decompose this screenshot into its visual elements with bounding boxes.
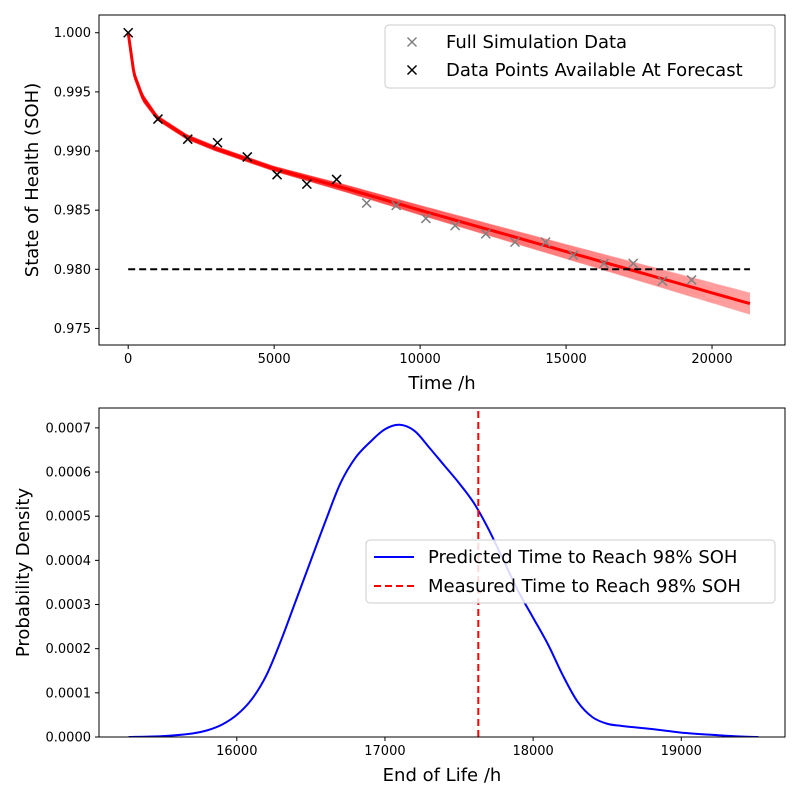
forecast-line (127, 32, 751, 314)
legend-entry-label: Measured Time to Reach 98% SOH (428, 576, 741, 597)
y-axis-label: Probability Density (13, 488, 34, 658)
forecast-line (127, 32, 751, 315)
y-axis-label: State of Health (SOH) (22, 83, 43, 277)
predicted-eol-density-curve (128, 423, 759, 737)
full-simulation-point (568, 250, 579, 261)
y-tick-label: 0.0005 (46, 510, 92, 525)
x-tick-label: 0 (124, 352, 132, 367)
forecast-median-line (126, 32, 751, 306)
legend-marker (406, 64, 418, 76)
full-simulation-point (686, 274, 697, 285)
forecast-data-point (152, 114, 163, 125)
legend: Predicted Time to Reach 98% SOH Measured … (365, 539, 776, 604)
y-tick-label: 0.0002 (46, 642, 92, 657)
forecast-data-point (182, 134, 193, 145)
full-simulation-point (509, 237, 521, 248)
x-tick-label: 20000 (691, 352, 732, 367)
legend-marker (406, 36, 418, 48)
full-simulation-point (420, 213, 431, 224)
soh-forecast-panel: 0 5000 10000 15000 20000 0.975 0.980 0.985 0.990… (22, 14, 786, 394)
end-of-life-density-panel: 16000 17000 18000 19000 0.0000 0.0001 0.0002 0.… (13, 407, 786, 786)
y-tick-label: 0.0004 (46, 554, 92, 569)
forecast-data-point (301, 179, 312, 190)
plot-area (123, 27, 751, 315)
forecast-ensemble (126, 32, 751, 315)
x-tick-label: 16000 (216, 744, 257, 759)
x-axis-label: End of Life /h (383, 765, 502, 786)
x-tick-label: 17000 (364, 744, 405, 759)
y-tick-label: 0.990 (54, 145, 91, 160)
y-tick-label: 0.980 (54, 263, 91, 278)
full-simulation-point (628, 258, 639, 269)
forecast-data-point (272, 169, 283, 180)
forecast-line (127, 32, 751, 314)
full-simulation-point (480, 228, 491, 239)
full-simulation-point (598, 258, 610, 269)
axes-frame (98, 14, 786, 346)
forecast-data-point (331, 174, 342, 185)
y-tick-label: 0.0007 (46, 421, 92, 436)
x-tick-label: 10000 (399, 352, 440, 367)
x-tick-label: 19000 (661, 744, 702, 759)
legend: Full Simulation Data Data Points Availabl… (384, 24, 776, 89)
x-tick-label: 5000 (258, 352, 291, 367)
full-simulation-point (450, 220, 461, 231)
forecast-line (127, 32, 751, 315)
forecast-data-point (123, 27, 134, 38)
x-tick-label: 18000 (512, 744, 553, 759)
full-simulation-point (657, 276, 668, 287)
x-axis-label: Time /h (407, 373, 475, 394)
legend-entry-label: Predicted Time to Reach 98% SOH (428, 547, 737, 568)
forecast-data-point (212, 137, 223, 148)
forecast-data-point (242, 151, 253, 162)
y-tick-label: 0.0000 (46, 731, 92, 746)
x-tick-label: 15000 (545, 352, 586, 367)
full-simulation-point (391, 200, 402, 211)
full-simulation-point (540, 237, 551, 248)
axes-frame (98, 407, 786, 738)
y-tick-label: 0.0001 (46, 686, 92, 701)
legend-box (365, 539, 776, 604)
y-tick-label: 0.0003 (46, 598, 92, 613)
forecast-line (127, 32, 751, 313)
legend-box (384, 24, 776, 89)
y-tick-label: 0.975 (54, 322, 91, 337)
y-tick-label: 0.985 (54, 204, 91, 219)
plot-area (128, 408, 759, 737)
y-tick-label: 0.0006 (46, 466, 92, 481)
full-simulation-point (361, 198, 372, 209)
y-tick-label: 0.995 (54, 85, 91, 100)
legend-entry-label: Data Points Available At Forecast (446, 60, 743, 81)
legend-entry-label: Full Simulation Data (446, 32, 627, 53)
y-tick-label: 1.000 (54, 26, 91, 41)
